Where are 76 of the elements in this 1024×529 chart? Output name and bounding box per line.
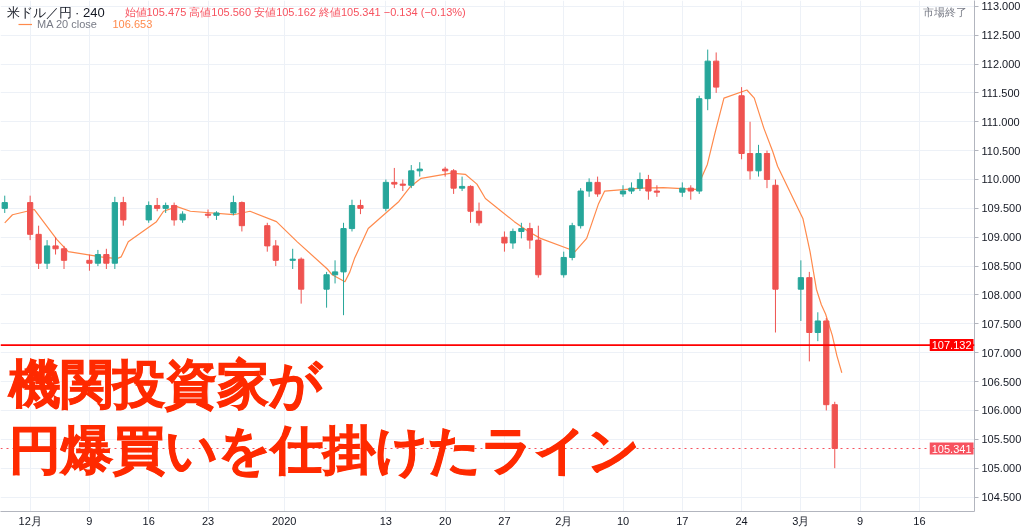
ref-line-label: 107.132 — [931, 339, 972, 352]
candlestick — [636, 172, 644, 192]
ref-line-label: 105.341 — [931, 442, 972, 455]
candlestick — [501, 230, 508, 253]
legend-label: MA 20 close — [37, 18, 97, 30]
candlestick — [230, 195, 237, 216]
candlestick — [509, 228, 517, 250]
candlestick — [323, 271, 330, 309]
y-tick-label: 106.000 — [981, 404, 1022, 417]
x-tick-label: 3月 — [792, 514, 810, 527]
x-tick-label: 2020 — [272, 514, 297, 527]
candlestick — [238, 200, 246, 232]
candlestick — [408, 164, 415, 189]
chart-subtitle: 始値105.475 高値105.560 安値105.162 終値105.341 −0.134 (−0.13%) — [124, 5, 466, 18]
candlestick — [264, 222, 271, 253]
y-tick-label: 107.500 — [981, 317, 1022, 330]
x-tick-label: 10 — [616, 514, 630, 527]
annotation: 106.653 — [112, 17, 153, 30]
y-tick-label: 111.000 — [981, 115, 1020, 128]
y-tick-label: 109.000 — [981, 231, 1022, 244]
x-tick-label: 2月 — [555, 514, 573, 527]
y-tick-label: 112.500 — [981, 29, 1021, 42]
y-tick-label: 105.000 — [981, 462, 1022, 475]
candlestick — [755, 144, 762, 178]
candlestick — [204, 209, 212, 219]
candlestick — [289, 248, 296, 270]
annotation: 円爆買いを仕掛けたライン — [8, 420, 640, 479]
candlestick — [560, 251, 567, 279]
candlestick — [450, 168, 457, 195]
y-tick-label: 113.000 — [981, 0, 1021, 13]
candlestick — [120, 196, 127, 227]
candlestick — [272, 239, 279, 267]
x-tick-label: 9 — [857, 514, 864, 527]
annotation: 機関投資家が — [6, 354, 323, 413]
x-tick-label: 24 — [735, 514, 748, 527]
candlestick — [475, 202, 483, 227]
x-tick-label: 16 — [142, 514, 155, 527]
candlestick — [391, 167, 398, 189]
candlestick — [103, 248, 110, 270]
candlestick — [458, 176, 466, 192]
y-tick-label: 111.500 — [981, 86, 1020, 99]
candlestick — [145, 200, 152, 224]
candlestick — [171, 202, 178, 227]
candlestick — [348, 199, 356, 232]
candlestick — [653, 184, 661, 198]
candlestick — [586, 177, 593, 198]
x-tick-label: 17 — [676, 514, 689, 527]
candlestick — [43, 239, 51, 270]
candlestick — [619, 184, 627, 198]
candlestick — [594, 176, 601, 198]
y-tick-label: 106.500 — [981, 375, 1022, 388]
candlestick — [746, 121, 754, 180]
y-tick-label: 109.500 — [981, 202, 1022, 215]
annotation: 市場終了 — [922, 5, 967, 18]
chart-title: 米ドル／円 · 240 — [6, 4, 105, 20]
y-tick-label: 104.500 — [981, 491, 1022, 504]
x-tick-label: 16 — [913, 514, 926, 527]
x-tick-label: 13 — [379, 514, 392, 527]
candlestick — [814, 311, 821, 342]
y-tick-label: 107.000 — [981, 346, 1022, 359]
x-tick-label: 12月 — [18, 514, 42, 527]
candlestick — [797, 259, 804, 322]
y-tick-label: 108.000 — [981, 288, 1022, 301]
x-tick-label: 9 — [86, 514, 93, 527]
candlestick — [60, 245, 68, 270]
x-tick-label: 20 — [439, 514, 452, 527]
candlestick — [331, 259, 339, 284]
candlestick — [645, 174, 652, 201]
y-tick-label: 110.500 — [981, 144, 1021, 157]
x-tick-label: 27 — [498, 514, 511, 527]
x-tick-label: 23 — [201, 514, 215, 527]
y-tick-label: 105.500 — [981, 433, 1022, 446]
y-tick-label: 110.000 — [981, 173, 1021, 186]
candlestick — [526, 222, 533, 250]
y-tick-label: 108.500 — [981, 260, 1022, 273]
y-tick-label: 112.000 — [981, 58, 1021, 71]
